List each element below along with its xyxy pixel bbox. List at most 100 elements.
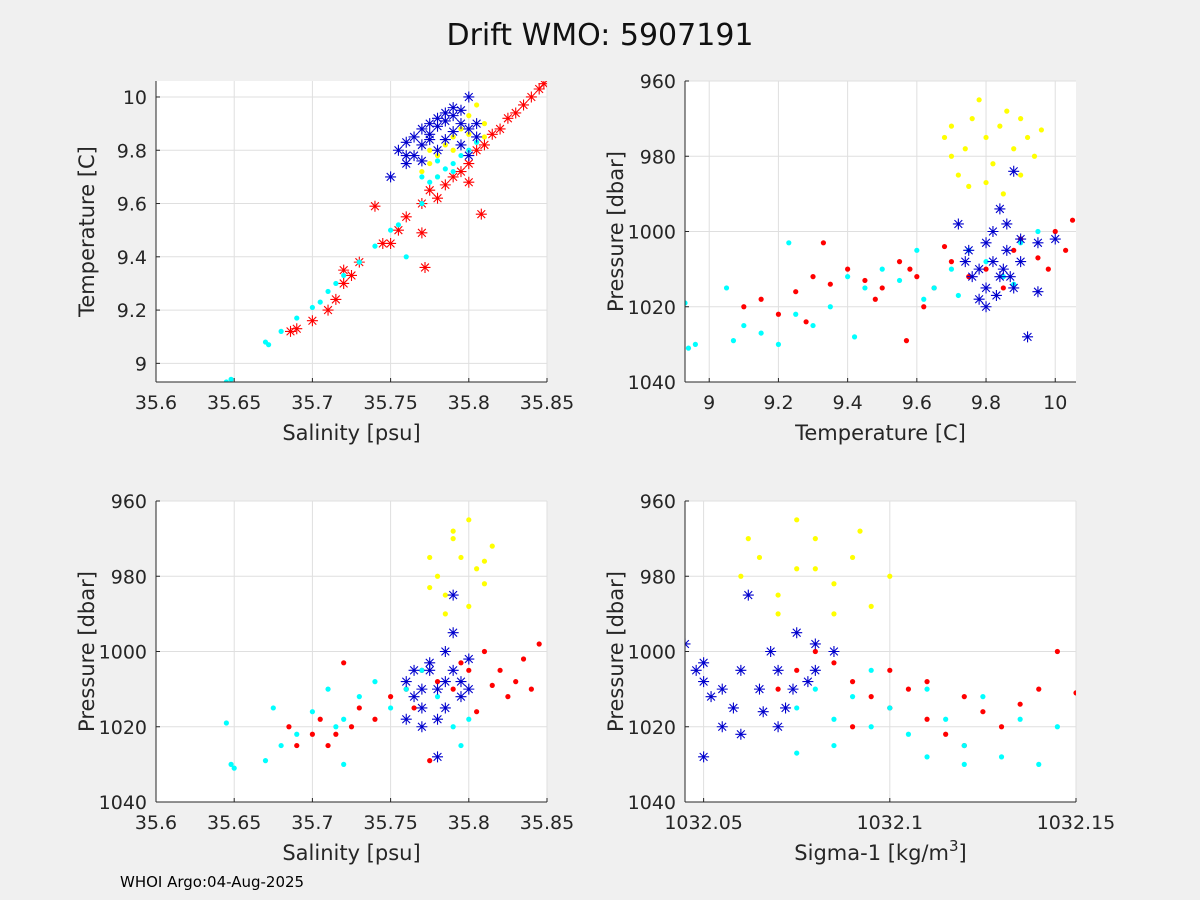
- x-axis-label: Salinity [psu]: [282, 421, 420, 445]
- data-point-yellow: [434, 573, 441, 579]
- data-point-cyan: [905, 731, 912, 737]
- data-point-cyan: [879, 266, 885, 272]
- data-point-yellow: [427, 160, 433, 167]
- y-tick-label: 1040: [628, 792, 676, 814]
- x-axis-label: Temperature [C]: [794, 421, 966, 445]
- x-tick-label: 9.4: [833, 392, 863, 414]
- y-tick-label: 1020: [99, 717, 147, 739]
- data-point-red: [369, 200, 381, 212]
- data-point-red: [961, 694, 967, 700]
- data-point-red: [1073, 690, 1076, 696]
- data-point-blue: [980, 301, 992, 313]
- data-point-blue: [416, 721, 428, 733]
- data-point-blue: [690, 664, 702, 676]
- data-point-cyan: [388, 227, 394, 233]
- data-point-cyan: [278, 328, 284, 334]
- data-point-cyan: [1054, 724, 1060, 730]
- data-point-yellow: [466, 517, 472, 523]
- data-point-blue: [1008, 282, 1020, 294]
- data-point-cyan: [333, 724, 339, 730]
- data-point-yellow: [775, 611, 781, 617]
- data-point-cyan: [223, 379, 229, 382]
- y-axis-label: Temperature [C]: [75, 146, 99, 318]
- data-point-cyan: [685, 300, 688, 306]
- data-point-blue: [809, 638, 821, 650]
- data-point-cyan: [333, 280, 339, 287]
- x-tick-label: 35.8: [448, 392, 490, 414]
- data-point-cyan: [1036, 761, 1042, 767]
- y-axis-label: Pressure [dbar]: [604, 151, 628, 312]
- data-point-blue: [432, 112, 444, 124]
- x-axis-label-main: Salinity [psu]: [282, 421, 420, 445]
- data-point-yellow: [466, 113, 472, 119]
- data-point-yellow: [941, 134, 948, 141]
- data-point-cyan: [685, 345, 692, 351]
- data-point-cyan: [262, 758, 269, 764]
- data-point-blue: [780, 702, 792, 714]
- y-tick-label: 980: [640, 566, 676, 588]
- x-tick-label: 10: [1043, 392, 1067, 414]
- data-point-red: [1011, 247, 1017, 253]
- data-point-red: [424, 184, 436, 196]
- data-point-blue: [447, 589, 459, 601]
- data-point-cyan: [458, 152, 464, 159]
- data-point-red: [849, 724, 856, 730]
- data-point-red: [478, 139, 490, 151]
- x-axis-label-superscript: 3: [949, 837, 959, 855]
- data-point-red: [845, 266, 851, 272]
- data-point-yellow: [474, 102, 480, 108]
- data-point-blue: [432, 713, 444, 725]
- data-point-red: [775, 686, 781, 692]
- data-point-blue: [1001, 244, 1013, 256]
- data-point-blue: [439, 107, 451, 119]
- data-point-red: [905, 686, 912, 692]
- marker-layer: [685, 517, 1076, 767]
- data-point-cyan: [793, 311, 799, 317]
- data-point-blue: [980, 237, 992, 249]
- data-point-red: [356, 705, 362, 711]
- data-point-blue: [439, 134, 451, 146]
- x-tick-label: 35.85: [520, 812, 574, 834]
- data-point-yellow: [990, 161, 996, 167]
- data-point-red: [338, 277, 350, 289]
- data-point-red: [385, 237, 397, 249]
- data-point-red: [520, 656, 527, 662]
- data-point-red: [980, 709, 986, 715]
- panel-temperature-pressure: 9 9.2 9.4 9.6 9.8 10 960 980 1000 1020 1040 Tempera…: [604, 71, 1076, 445]
- data-point-yellow: [812, 536, 818, 542]
- data-point-red: [486, 128, 498, 140]
- data-point-blue: [1015, 233, 1027, 245]
- data-point-cyan: [419, 200, 425, 207]
- data-point-red: [820, 240, 827, 246]
- data-point-cyan: [403, 254, 409, 260]
- data-point-yellow: [831, 611, 837, 617]
- data-point-cyan: [983, 259, 989, 265]
- data-point-cyan: [831, 716, 837, 722]
- data-point-red: [1069, 217, 1076, 223]
- data-point-red: [466, 667, 472, 673]
- data-point-red: [474, 709, 480, 715]
- data-point-cyan: [812, 686, 818, 692]
- data-point-blue: [400, 136, 412, 148]
- data-point-red: [810, 274, 816, 280]
- x-tick-label: 35.7: [291, 812, 333, 834]
- data-point-cyan: [868, 667, 874, 673]
- data-point-red: [306, 315, 318, 327]
- data-point-red: [286, 724, 292, 730]
- data-point-cyan: [372, 243, 378, 249]
- marker-layer: [223, 81, 547, 382]
- data-point-blue: [439, 646, 451, 657]
- data-point-cyan: [317, 299, 323, 305]
- data-point-red: [458, 660, 464, 666]
- data-point-cyan: [466, 716, 472, 722]
- x-tick-label: 1032.1: [857, 812, 923, 834]
- data-point-red: [450, 686, 456, 692]
- data-point-blue: [987, 256, 999, 268]
- x-axis-label-main: Salinity [psu]: [282, 841, 420, 865]
- data-point-yellow: [442, 611, 448, 617]
- data-point-yellow: [756, 554, 763, 561]
- data-point-cyan: [961, 761, 967, 767]
- data-point-blue: [997, 263, 1009, 275]
- data-point-blue: [1001, 218, 1013, 230]
- data-point-red: [439, 179, 451, 191]
